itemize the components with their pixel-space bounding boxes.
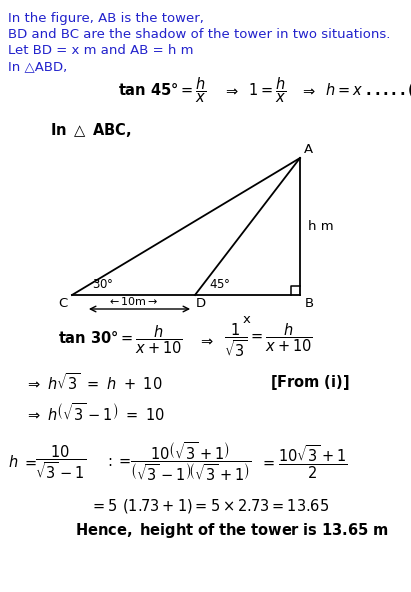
Text: $1 = \dfrac{\mathit{h}}{\mathit{x}}$: $1 = \dfrac{\mathit{h}}{\mathit{x}}$: [248, 75, 286, 105]
Text: In △ABD,: In △ABD,: [8, 60, 67, 73]
Text: $\Rightarrow\ \mathit{h}\left(\sqrt{3}-1\right)\ =\ 10$: $\Rightarrow\ \mathit{h}\left(\sqrt{3}-1…: [25, 403, 165, 423]
Text: $\Rightarrow$: $\Rightarrow$: [300, 82, 316, 98]
Text: $45°$: $45°$: [209, 278, 231, 291]
Text: $\dfrac{10}{\sqrt{3}-1}$: $\dfrac{10}{\sqrt{3}-1}$: [35, 443, 86, 481]
Text: $= 5\ (1.73 + 1) = 5 \times 2.73 = 13.65$: $= 5\ (1.73 + 1) = 5 \times 2.73 = 13.65…: [90, 497, 329, 515]
Text: h m: h m: [308, 220, 334, 233]
Text: $\Rightarrow$: $\Rightarrow$: [198, 333, 215, 348]
Text: $\mathbf{tan\ 30°} = \dfrac{\mathit{h}}{\mathit{x+10}}$: $\mathbf{tan\ 30°} = \dfrac{\mathit{h}}{…: [58, 324, 183, 356]
Text: $\mathit{h}$: $\mathit{h}$: [8, 454, 18, 470]
Text: $=$: $=$: [260, 455, 275, 469]
Text: C: C: [58, 297, 67, 310]
Text: BD and BC are the shadow of the tower in two situations.: BD and BC are the shadow of the tower in…: [8, 28, 390, 41]
Text: $=$: $=$: [22, 455, 37, 469]
Text: $\Rightarrow\ \mathit{h}\sqrt{3}\ =\ \mathit{h}\ +\ 10$: $\Rightarrow\ \mathit{h}\sqrt{3}\ =\ \ma…: [25, 372, 163, 392]
Text: $\dfrac{10\left(\sqrt{3}+1\right)}{\left(\sqrt{3}-1\right)\!\left(\sqrt{3}+1\rig: $\dfrac{10\left(\sqrt{3}+1\right)}{\left…: [130, 440, 252, 483]
Text: $\mathbf{Hence,\ height\ of\ the\ tower\ is\ 13.65\ m}$: $\mathbf{Hence,\ height\ of\ the\ tower\…: [75, 520, 388, 539]
Text: $:=$: $:=$: [105, 455, 131, 469]
Text: Let BD = x m and AB = h m: Let BD = x m and AB = h m: [8, 44, 194, 57]
Text: $\mathbf{tan\ 45°} = \dfrac{\mathit{h}}{\mathit{x}}$: $\mathbf{tan\ 45°} = \dfrac{\mathit{h}}{…: [118, 75, 207, 105]
Text: $\mathit{h} = \mathit{x}\ \mathbf{.....(i)}$: $\mathit{h} = \mathit{x}\ \mathbf{.....(…: [325, 81, 411, 99]
Text: A: A: [304, 143, 313, 156]
Text: x: x: [243, 313, 251, 326]
Text: $\leftarrow$10m$\rightarrow$: $\leftarrow$10m$\rightarrow$: [107, 295, 159, 307]
Text: In the figure, AB is the tower,: In the figure, AB is the tower,: [8, 12, 204, 25]
Text: $\mathbf{In\ \triangle\ ABC,}$: $\mathbf{In\ \triangle\ ABC,}$: [50, 121, 132, 139]
Text: $\dfrac{1}{\sqrt{3}} = \dfrac{\mathit{h}}{\mathit{x}+10}$: $\dfrac{1}{\sqrt{3}} = \dfrac{\mathit{h}…: [224, 321, 313, 359]
Text: D: D: [196, 297, 206, 310]
Text: $\mathbf{[From\ (i)]}$: $\mathbf{[From\ (i)]}$: [270, 372, 350, 391]
Text: $30°$: $30°$: [92, 278, 114, 291]
Text: B: B: [305, 297, 314, 310]
Text: $\dfrac{10\sqrt{3}+1}{2}$: $\dfrac{10\sqrt{3}+1}{2}$: [278, 443, 348, 481]
Text: $\Rightarrow$: $\Rightarrow$: [223, 82, 239, 98]
